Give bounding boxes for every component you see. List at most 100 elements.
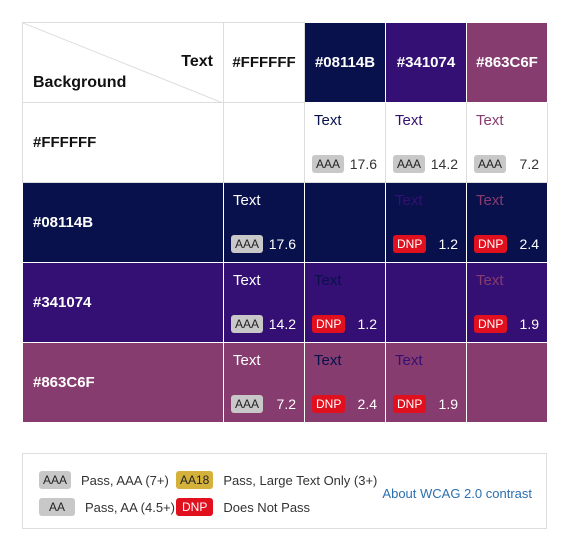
aaa-badge: AAA	[312, 155, 345, 173]
dnp-badge: DNP	[393, 395, 427, 413]
sample-text: Text	[233, 272, 261, 289]
sample-text: Text	[314, 112, 342, 129]
rating-line: AAA 17.6	[231, 235, 296, 253]
sample-text: Text	[476, 192, 504, 209]
dnp-badge: DNP	[474, 235, 508, 253]
dnp-badge: DNP	[176, 498, 214, 516]
column-header: #863C6F	[466, 22, 548, 103]
column-label: #863C6F	[476, 54, 538, 71]
contrast-ratio: 1.2	[357, 316, 377, 332]
aaa-badge: AAA	[393, 155, 426, 173]
contrast-ratio: 17.6	[268, 236, 296, 252]
dnp-badge: DNP	[474, 315, 508, 333]
legend-item-aa18: AA18 Pass, Large Text Only (3+)	[176, 471, 377, 489]
row-header: #863C6F	[22, 342, 224, 423]
row-label: #FFFFFF	[33, 134, 97, 151]
rating-line: DNP 1.2	[312, 315, 377, 333]
sample-text: Text	[476, 272, 504, 289]
contrast-ratio: 14.2	[430, 156, 458, 172]
contrast-ratio: 7.2	[276, 396, 296, 412]
aaa-description: Pass, AAA (7+)	[81, 472, 169, 488]
rating-line: AAA 17.6	[312, 155, 377, 173]
row-label: #08114B	[33, 214, 94, 231]
dnp-badge: DNP	[393, 235, 427, 253]
contrast-ratio: 1.9	[438, 396, 458, 412]
contrast-cell: Text DNP 1.2	[385, 182, 467, 263]
row-header: #FFFFFF	[22, 102, 224, 183]
aa18-badge: AA18	[176, 471, 214, 489]
sample-text: Text	[314, 272, 342, 289]
legend: AAA Pass, AAA (7+) AA18 Pass, Large Text…	[22, 453, 547, 529]
contrast-cell: Text DNP 1.9	[385, 342, 467, 423]
wcag-contrast-link[interactable]: About WCAG 2.0 contrast	[382, 486, 532, 501]
rating-line: DNP 2.4	[474, 235, 539, 253]
legend-item-aaa: AAA Pass, AAA (7+)	[39, 471, 169, 489]
contrast-cell: Text AAA 17.6	[304, 102, 386, 183]
contrast-cell	[466, 342, 548, 423]
sample-text: Text	[476, 112, 504, 129]
contrast-grid: Text Background #FFFFFF #08114B #341074 …	[22, 22, 548, 423]
matrix-row: #FFFFFF Text AAA 17.6 Text AAA 14.2 Text AAA 7.2	[22, 102, 548, 183]
contrast-cell: Text DNP 2.4	[304, 342, 386, 423]
contrast-cell: Text AAA 14.2	[223, 262, 305, 343]
contrast-ratio: 14.2	[268, 316, 296, 332]
aaa-badge: AAA	[39, 471, 72, 489]
sample-text: Text	[314, 352, 342, 369]
corner-header: Text Background	[22, 22, 224, 103]
sample-text: Text	[395, 192, 423, 209]
contrast-cell: Text AAA 17.6	[223, 182, 305, 263]
column-header: #FFFFFF	[223, 22, 305, 103]
rating-line: AAA 14.2	[231, 315, 296, 333]
rating-line: DNP 2.4	[312, 395, 377, 413]
aaa-badge: AAA	[474, 155, 507, 173]
contrast-cell: Text AAA 7.2	[223, 342, 305, 423]
sample-text: Text	[395, 112, 423, 129]
row-label: #863C6F	[33, 374, 95, 391]
contrast-ratio: 1.2	[438, 236, 458, 252]
rating-line: AAA 14.2	[393, 155, 458, 173]
contrast-cell: Text DNP 1.9	[466, 262, 548, 343]
contrast-ratio: 2.4	[357, 396, 377, 412]
rating-line: DNP 1.9	[393, 395, 458, 413]
contrast-cell	[385, 262, 467, 343]
contrast-ratio: 1.9	[519, 316, 539, 332]
contrast-cell	[304, 182, 386, 263]
dnp-badge: DNP	[312, 315, 346, 333]
contrast-cell: Text DNP 1.2	[304, 262, 386, 343]
sample-text: Text	[233, 352, 261, 369]
contrast-ratio: 7.2	[519, 156, 539, 172]
legend-item-aa: AA Pass, AA (4.5+)	[39, 498, 175, 516]
aaa-badge: AAA	[231, 235, 264, 253]
rating-line: AAA 7.2	[474, 155, 539, 173]
diagonal-divider	[23, 23, 221, 102]
contrast-ratio: 17.6	[349, 156, 377, 172]
matrix-row: #08114B Text AAA 17.6 Text DNP 1.2 Text DNP 2.4	[22, 182, 548, 263]
contrast-cell: Text AAA 7.2	[466, 102, 548, 183]
contrast-cell: Text DNP 2.4	[466, 182, 548, 263]
background-axis-label: Background	[33, 74, 127, 91]
legend-item-dnp: DNP Does Not Pass	[176, 498, 310, 516]
aa18-description: Pass, Large Text Only (3+)	[223, 472, 378, 488]
sample-text: Text	[233, 192, 261, 209]
text-axis-label: Text	[181, 53, 213, 70]
row-header: #08114B	[22, 182, 224, 263]
dnp-badge: DNP	[312, 395, 346, 413]
row-header: #341074	[22, 262, 224, 343]
rating-line: DNP 1.9	[474, 315, 539, 333]
column-header: #341074	[385, 22, 467, 103]
column-label: #341074	[396, 54, 456, 71]
aaa-badge: AAA	[231, 395, 264, 413]
aaa-badge: AAA	[231, 315, 264, 333]
dnp-description: Does Not Pass	[223, 499, 311, 515]
aa-badge: AA	[39, 498, 76, 516]
matrix-row: #341074 Text AAA 14.2 Text DNP 1.2 Text DNP 1.9	[22, 262, 548, 343]
aa-description: Pass, AA (4.5+)	[85, 499, 175, 515]
column-header: #08114B	[304, 22, 386, 103]
column-label: #08114B	[314, 54, 376, 71]
contrast-ratio: 2.4	[519, 236, 539, 252]
matrix-row: #863C6F Text AAA 7.2 Text DNP 2.4 Text DNP 1.9	[22, 342, 548, 423]
rating-line: DNP 1.2	[393, 235, 458, 253]
sample-text: Text	[395, 352, 423, 369]
column-label: #FFFFFF	[232, 54, 296, 71]
contrast-cell: Text AAA 14.2	[385, 102, 467, 183]
